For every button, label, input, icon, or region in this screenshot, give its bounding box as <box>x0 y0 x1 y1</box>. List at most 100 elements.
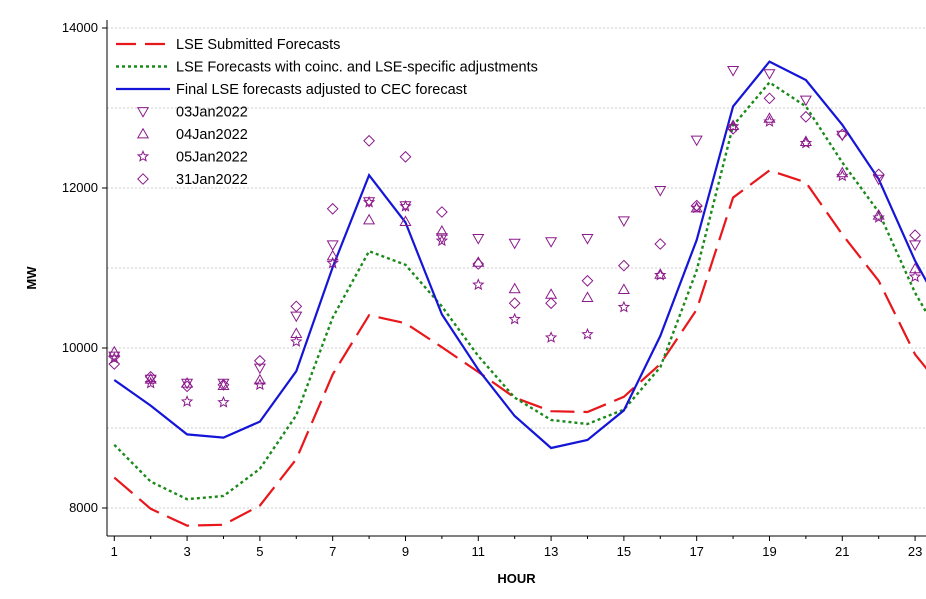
marker-diamond-31jan2022 <box>654 238 667 250</box>
marker-star-05jan2022 <box>290 335 303 347</box>
marker-triangle-up-04jan2022 <box>508 282 521 294</box>
x-tick-label: 11 <box>472 544 486 559</box>
plot-series <box>108 60 926 527</box>
marker-diamond-31jan2022 <box>217 378 230 391</box>
x-tick-label: 15 <box>617 544 631 559</box>
marker-triangle-up-04jan2022 <box>253 373 266 385</box>
x-tick-label: 19 <box>762 544 776 559</box>
marker-triangle-down-03jan2022 <box>872 174 885 186</box>
legend-label-31jan2022: 31Jan2022 <box>176 172 248 188</box>
legend-marker-03jan2022 <box>136 107 150 118</box>
marker-diamond-31jan2022 <box>872 168 885 181</box>
legend-label-05jan2022: 05Jan2022 <box>176 150 248 166</box>
marker-star-05jan2022 <box>472 278 485 291</box>
x-axis-title: HOUR <box>497 571 536 586</box>
marker-triangle-down-03jan2022 <box>508 238 521 250</box>
marker-triangle-up-04jan2022 <box>399 215 412 226</box>
marker-triangle-down-03jan2022 <box>799 95 812 107</box>
marker-star-05jan2022 <box>144 376 157 389</box>
marker-star-05jan2022 <box>362 195 376 208</box>
x-tick-label: 9 <box>402 544 409 559</box>
marker-triangle-up-04jan2022 <box>326 249 339 261</box>
marker-diamond-31jan2022 <box>181 380 193 393</box>
marker-star-05jan2022 <box>581 327 594 340</box>
marker-diamond-31jan2022 <box>581 274 594 287</box>
marker-triangle-down-03jan2022 <box>581 234 594 245</box>
marker-triangle-up-04jan2022 <box>144 372 157 384</box>
marker-star-05jan2022 <box>617 300 631 313</box>
marker-diamond-31jan2022 <box>363 134 375 147</box>
marker-diamond-31jan2022 <box>617 259 630 272</box>
marker-star-05jan2022 <box>180 395 194 407</box>
marker-triangle-up-04jan2022 <box>581 291 594 302</box>
marker-triangle-up-04jan2022 <box>363 213 376 225</box>
marker-triangle-down-03jan2022 <box>763 69 776 80</box>
marker-triangle-down-03jan2022 <box>690 135 703 147</box>
marker-diamond-31jan2022 <box>909 229 921 242</box>
marker-star-05jan2022 <box>508 312 521 325</box>
marker-diamond-31jan2022 <box>690 199 703 212</box>
marker-triangle-down-03jan2022 <box>836 130 849 142</box>
legend-label-lse-forecasts-with-coinc-and-lse-specific-adjustments: LSE Forecasts with coinc. and LSE-specif… <box>176 60 538 76</box>
marker-star-05jan2022 <box>108 351 121 364</box>
marker-triangle-up-04jan2022 <box>617 283 630 294</box>
marker-star-05jan2022 <box>326 256 339 269</box>
y-tick-label: 8000 <box>69 500 98 515</box>
marker-triangle-down-03jan2022 <box>617 216 630 228</box>
marker-triangle-down-03jan2022 <box>253 363 266 375</box>
marker-diamond-31jan2022 <box>253 354 266 367</box>
x-tick-label: 1 <box>111 544 118 559</box>
x-tick-label: 17 <box>689 544 703 559</box>
marker-diamond-31jan2022 <box>144 370 157 383</box>
marker-diamond-31jan2022 <box>545 297 557 310</box>
marker-diamond-31jan2022 <box>326 202 339 215</box>
marker-diamond-31jan2022 <box>108 358 121 370</box>
x-tick-label: 23 <box>908 544 922 559</box>
legend-label-04jan2022: 04Jan2022 <box>176 127 248 143</box>
marker-star-05jan2022 <box>399 199 412 212</box>
marker-triangle-up-04jan2022 <box>836 166 849 178</box>
marker-triangle-up-04jan2022 <box>763 112 776 123</box>
marker-triangle-down-03jan2022 <box>326 240 339 252</box>
marker-star-05jan2022 <box>872 211 885 223</box>
marker-star-05jan2022 <box>217 395 230 408</box>
marker-triangle-up-04jan2022 <box>108 345 121 357</box>
marker-star-05jan2022 <box>435 234 449 247</box>
axes <box>106 20 926 537</box>
legend-label-03jan2022: 03Jan2022 <box>176 105 248 121</box>
y-tick-label: 14000 <box>62 20 98 35</box>
marker-triangle-up-04jan2022 <box>690 201 703 213</box>
marker-triangle-down-03jan2022 <box>472 234 485 245</box>
marker-diamond-31jan2022 <box>836 128 849 141</box>
series-line-final-lse-forecasts-adjusted-to-cec-forecast <box>113 60 926 450</box>
x-tick-label: 13 <box>544 544 558 559</box>
marker-star-05jan2022 <box>253 378 267 391</box>
x-tick-label: 5 <box>256 544 263 559</box>
legend: LSE Submitted Forecasts LSE Forecasts wit… <box>116 37 538 188</box>
marker-diamond-31jan2022 <box>763 92 776 105</box>
marker-star-05jan2022 <box>544 331 558 343</box>
x-tick-label: 21 <box>835 544 849 559</box>
marker-triangle-up-04jan2022 <box>181 376 194 388</box>
y-tick-label: 12000 <box>62 180 98 195</box>
marker-triangle-down-03jan2022 <box>545 237 558 248</box>
x-tick-label: 7 <box>329 544 336 559</box>
marker-diamond-31jan2022 <box>727 122 739 135</box>
marker-triangle-down-03jan2022 <box>435 233 448 244</box>
legend-marker-31jan2022 <box>137 173 149 185</box>
marker-diamond-31jan2022 <box>508 297 521 310</box>
marker-diamond-31jan2022 <box>435 206 448 218</box>
marker-star-05jan2022 <box>763 115 776 127</box>
marker-star-05jan2022 <box>799 136 813 149</box>
marker-star-05jan2022 <box>836 169 849 182</box>
legend-marker-04jan2022 <box>136 127 150 139</box>
marker-diamond-31jan2022 <box>290 300 303 313</box>
series-line-lse-submitted-forecasts <box>113 169 926 527</box>
marker-diamond-31jan2022 <box>799 110 812 123</box>
marker-diamond-31jan2022 <box>472 258 485 270</box>
x-tick-label: 3 <box>183 544 190 559</box>
y-tick-label: 10000 <box>62 340 98 355</box>
marker-diamond-31jan2022 <box>399 150 412 163</box>
marker-triangle-down-03jan2022 <box>727 66 740 77</box>
